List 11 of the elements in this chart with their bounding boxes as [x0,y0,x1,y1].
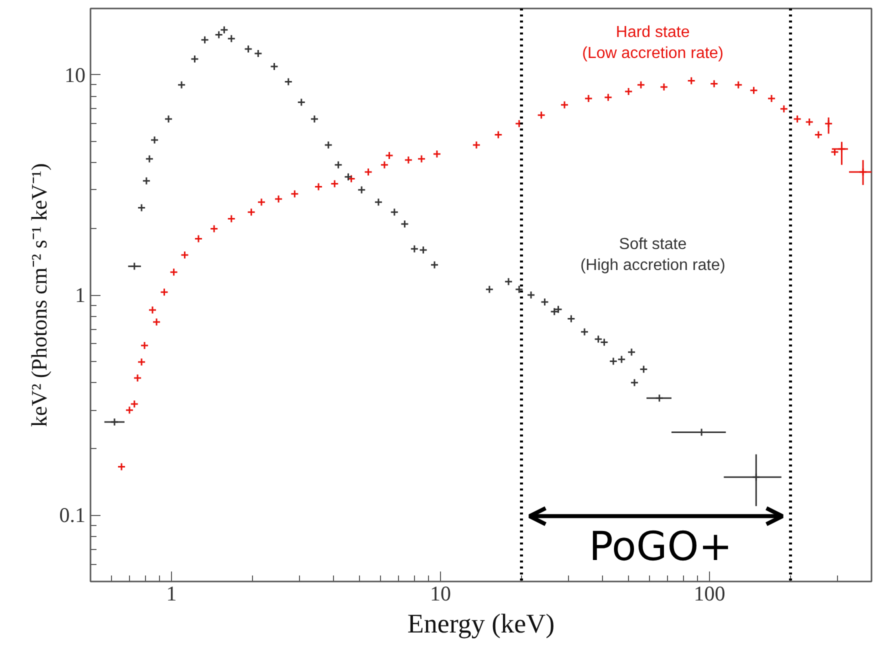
annotation: Hard state (Low accretion rate) [582,24,724,62]
annotation: PoGO+ [589,524,732,570]
y-tick-label: 0.1 [59,503,86,528]
y-tick-label: 1 [75,283,86,307]
x-tick-label: 1 [166,582,177,606]
y-tick-label: 10 [64,62,86,87]
x-axis-title: Energy (keV) [407,608,555,638]
annotation: Soft state (High accretion rate) [580,236,726,274]
y-axis-title: keV² (Photons cm⁻² s⁻¹ keV⁻¹) [26,163,52,427]
x-tick-label: 100 [694,582,726,606]
x-tick-label: 10 [430,582,452,606]
